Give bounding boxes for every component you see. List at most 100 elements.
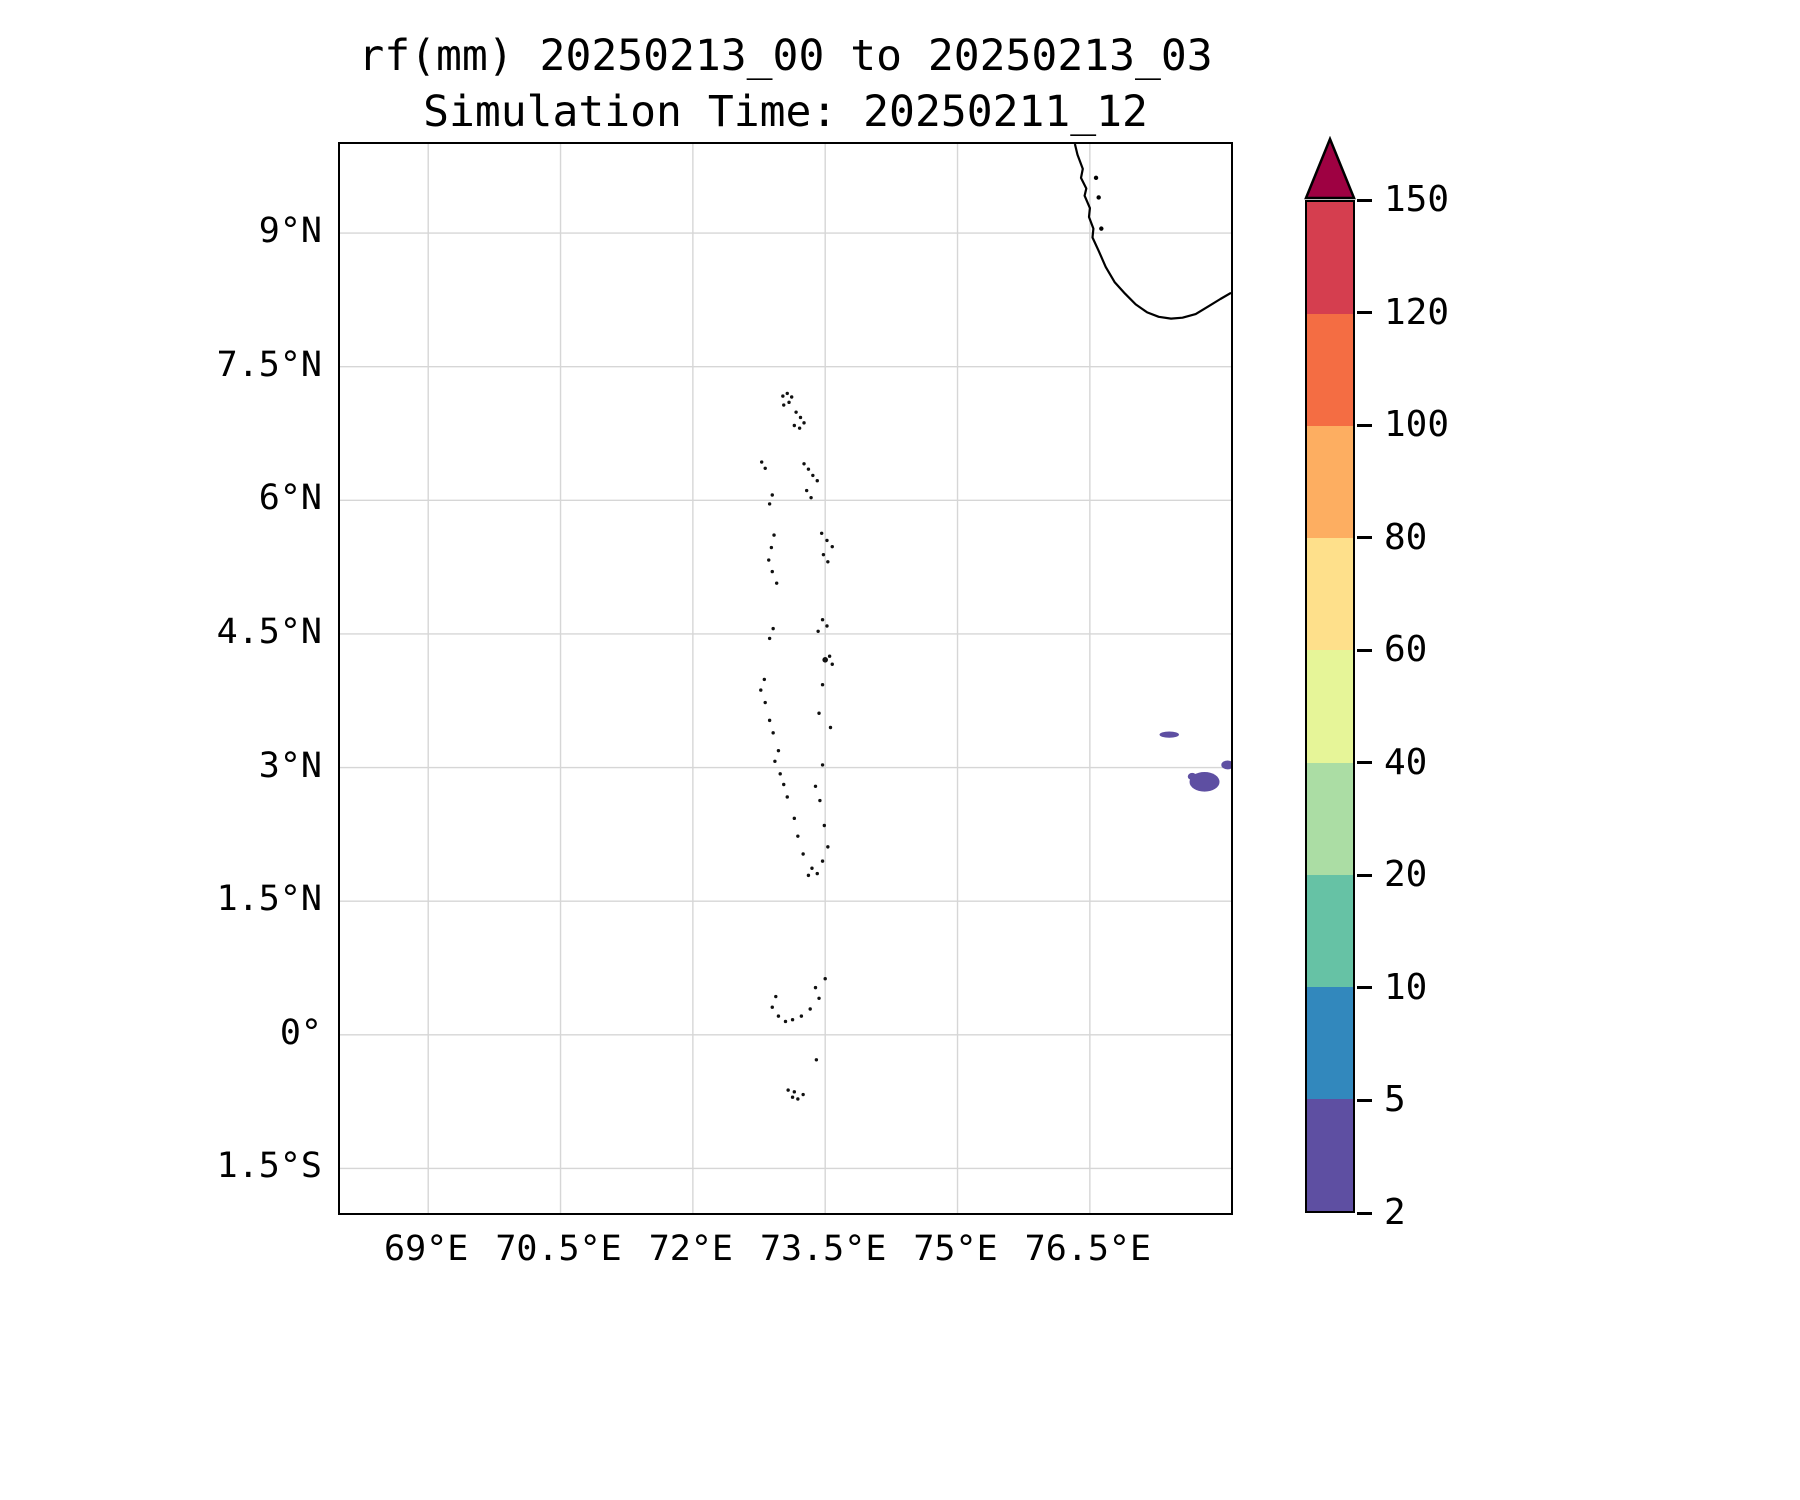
rain-cell <box>1187 772 1197 781</box>
coast-islet-dot <box>1096 195 1101 200</box>
island-dot <box>826 845 830 849</box>
colorbar-segment-120-150 <box>1307 202 1353 315</box>
island-dot <box>817 711 821 715</box>
x-tick-label: 72°E <box>648 1229 733 1269</box>
island-dot <box>823 977 827 981</box>
island-dot <box>759 688 763 692</box>
island-dot <box>798 415 803 420</box>
island-dot <box>781 394 785 398</box>
colorbar-tick-mark <box>1357 873 1372 877</box>
y-tick-label: 7.5°N <box>216 344 322 385</box>
island-dot <box>769 545 774 550</box>
colorbar-tick-mark <box>1357 198 1372 202</box>
colorbar-tick-label: 80 <box>1384 516 1428 558</box>
y-tick-label: 1.5°N <box>216 879 322 920</box>
island-dot <box>796 1097 800 1101</box>
colorbar-tick-mark <box>1357 986 1372 990</box>
island-dot <box>792 816 797 821</box>
island-dot <box>802 462 806 466</box>
colorbar-tick-label: 40 <box>1384 741 1428 783</box>
island-dot <box>770 493 774 497</box>
island-dot <box>817 996 821 1001</box>
island-dot <box>787 400 791 405</box>
island-dot <box>804 488 809 493</box>
island-dot <box>796 834 800 838</box>
colorbar-segment-60-80 <box>1307 538 1353 651</box>
island-dot <box>789 395 794 399</box>
colorbar-tick-mark <box>1357 1211 1372 1215</box>
colorbar-tick-mark <box>1357 423 1372 427</box>
island-dot <box>814 1058 819 1062</box>
island-dot <box>776 748 781 753</box>
island-dot <box>797 426 802 430</box>
island-dot <box>806 873 811 878</box>
island-dot <box>810 866 814 870</box>
island-dot <box>783 1019 788 1024</box>
island-dot <box>778 772 782 776</box>
map-canvas <box>340 144 1231 1213</box>
chart-title: rf(mm) 20250213_00 to 20250213_03 <box>358 31 1213 81</box>
island-dot <box>820 763 825 767</box>
island-dot <box>822 823 827 828</box>
island-dot <box>770 569 774 574</box>
island-dot <box>785 795 789 799</box>
island-dot <box>825 624 829 628</box>
colorbar-segment-40-60 <box>1307 650 1353 763</box>
island-dot <box>826 560 830 564</box>
island-dot <box>759 460 764 464</box>
island-dot <box>802 421 806 425</box>
island-dot <box>828 725 833 730</box>
island-dot <box>763 700 767 705</box>
colorbar-over-arrow <box>1304 136 1356 200</box>
x-tick-label: 76.5°E <box>1024 1229 1152 1269</box>
island-dot <box>808 1007 812 1011</box>
island-dot <box>786 1088 790 1092</box>
island-dot <box>782 403 786 407</box>
colorbar-tick-label: 150 <box>1384 179 1450 220</box>
y-tick-label: 3°N <box>258 745 322 786</box>
island-dot <box>776 1014 781 1018</box>
colorbar-tick-label: 100 <box>1384 404 1450 446</box>
island-dot <box>809 495 813 500</box>
island-dot <box>799 1014 804 1018</box>
island-dot <box>770 1005 774 1009</box>
island-dot <box>790 1017 795 1022</box>
colorbar-segment-10-20 <box>1307 874 1353 987</box>
island-dot <box>830 544 834 549</box>
chart-subtitle: Simulation Time: 20250211_12 <box>423 87 1148 137</box>
island-dot <box>813 784 818 788</box>
coastline-india <box>1073 144 1231 320</box>
island-dot <box>819 531 824 535</box>
colorbar <box>1305 200 1355 1213</box>
island-dot <box>771 731 775 735</box>
island-dot <box>811 473 815 478</box>
colorbar-segment-80-100 <box>1307 426 1353 539</box>
chart-title-block: rf(mm) 20250213_00 to 20250213_03 Simula… <box>338 28 1233 140</box>
colorbar-tick-label: 20 <box>1384 854 1428 896</box>
map-plot-area <box>338 142 1233 1215</box>
y-tick-label: 4.5°N <box>216 611 322 652</box>
colorbar-tick-mark <box>1357 761 1372 765</box>
colorbar-segment-100-120 <box>1307 314 1353 427</box>
island-dot <box>792 423 797 428</box>
island-dot <box>813 985 818 990</box>
island-dot <box>801 1092 805 1097</box>
x-tick-label: 75°E <box>913 1229 998 1269</box>
island-dot <box>820 618 825 622</box>
island-dot <box>815 871 819 876</box>
colorbar-tick-mark <box>1357 1098 1372 1102</box>
island-dot <box>767 558 771 562</box>
colorbar-tick-mark <box>1357 648 1372 652</box>
island-dot <box>821 552 826 557</box>
colorbar-tick-mark <box>1357 536 1372 540</box>
colorbar-segment-2-5 <box>1307 1098 1353 1211</box>
island-dot <box>772 533 776 537</box>
colorbar-tick-label: 120 <box>1384 291 1450 333</box>
rain-cell <box>1221 760 1231 770</box>
colorbar-tick-label: 60 <box>1384 629 1428 671</box>
x-tick-label: 70.5°E <box>495 1229 622 1269</box>
island-dot <box>782 782 786 787</box>
island-dot <box>827 654 832 658</box>
island-dot <box>763 466 767 470</box>
